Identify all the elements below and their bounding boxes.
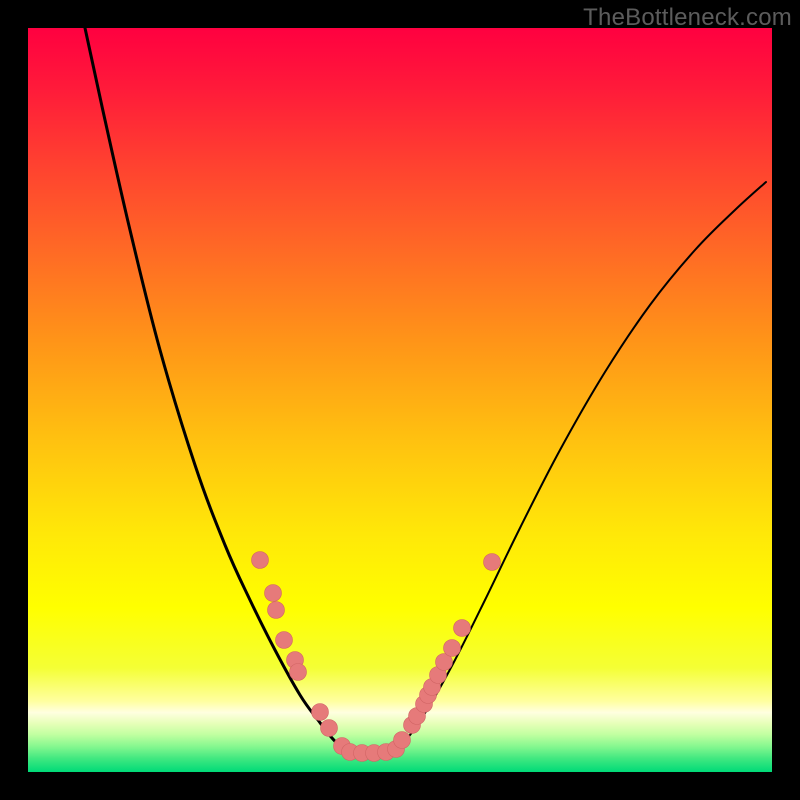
chart-container: TheBottleneck.com	[0, 0, 800, 800]
data-marker	[252, 552, 269, 569]
data-marker	[444, 640, 461, 657]
watermark-text: TheBottleneck.com	[583, 4, 792, 32]
data-marker	[276, 632, 293, 649]
data-marker	[265, 585, 282, 602]
gradient-background	[28, 28, 772, 772]
data-marker	[484, 554, 501, 571]
data-marker	[290, 664, 307, 681]
data-marker	[394, 732, 411, 749]
data-marker	[268, 602, 285, 619]
bottleneck-chart	[0, 0, 800, 800]
data-marker	[321, 720, 338, 737]
data-marker	[312, 704, 329, 721]
data-marker	[454, 620, 471, 637]
